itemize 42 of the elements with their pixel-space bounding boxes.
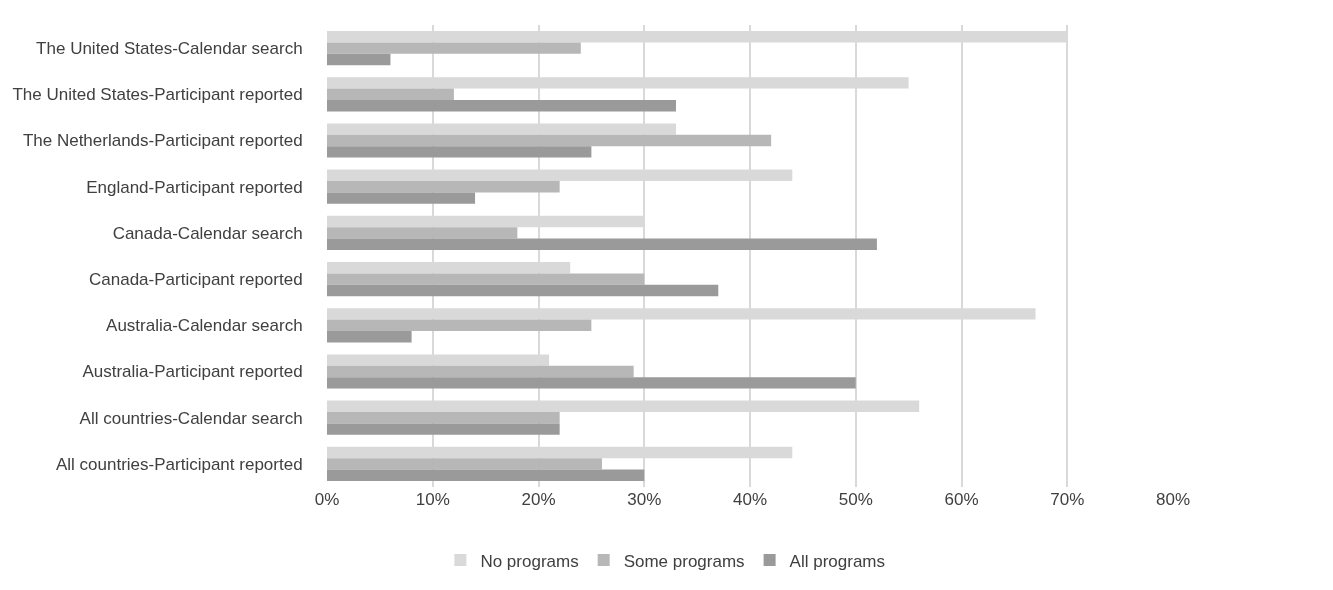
bar	[327, 412, 560, 424]
y-tick-label: All countries-Calendar search	[79, 408, 303, 428]
y-tick-label: Canada-Participant reported	[89, 270, 303, 290]
bar	[327, 227, 518, 239]
bar	[327, 469, 645, 481]
bar	[327, 146, 592, 158]
bar	[327, 273, 645, 285]
bar	[327, 100, 676, 112]
bar	[327, 181, 560, 193]
x-tick-label: 60%	[944, 490, 979, 509]
legend-label: All programs	[789, 551, 886, 571]
bar	[327, 284, 719, 297]
x-tick-label: 10%	[415, 490, 450, 509]
y-tick-label: All countries-Participant reported	[55, 454, 303, 474]
bar	[327, 53, 391, 66]
bar	[327, 458, 602, 470]
bar	[327, 423, 560, 435]
bar	[327, 365, 634, 378]
x-tick-label: 20%	[521, 490, 556, 509]
bar	[327, 331, 412, 343]
y-tick-label: England-Participant reported	[86, 177, 303, 197]
legend-label: No programs	[480, 551, 579, 571]
y-tick-label: Australia-Participant reported	[82, 362, 303, 382]
x-tick-label: 40%	[732, 490, 768, 509]
x-tick-label: 30%	[627, 490, 662, 509]
bar	[327, 238, 877, 250]
y-tick-label: The United States-Participant reported	[12, 85, 303, 105]
x-tick-label: 0%	[314, 490, 340, 509]
bar	[327, 192, 476, 204]
y-tick-label: Australia-Calendar search	[106, 316, 303, 336]
x-tick-label: 80%	[1155, 490, 1191, 509]
bar	[327, 319, 592, 331]
bar	[327, 377, 856, 389]
bar	[327, 134, 772, 147]
bar	[327, 88, 454, 100]
y-tick-label: The United States-Calendar search	[36, 39, 303, 59]
bar	[327, 42, 581, 54]
legend-label: Some programs	[623, 551, 745, 571]
x-tick-label: 70%	[1050, 490, 1085, 509]
y-tick-label: Canada-Calendar search	[112, 223, 303, 243]
y-tick-label: The Netherlands-Participant reported	[22, 131, 303, 151]
x-tick-label: 50%	[838, 490, 873, 509]
